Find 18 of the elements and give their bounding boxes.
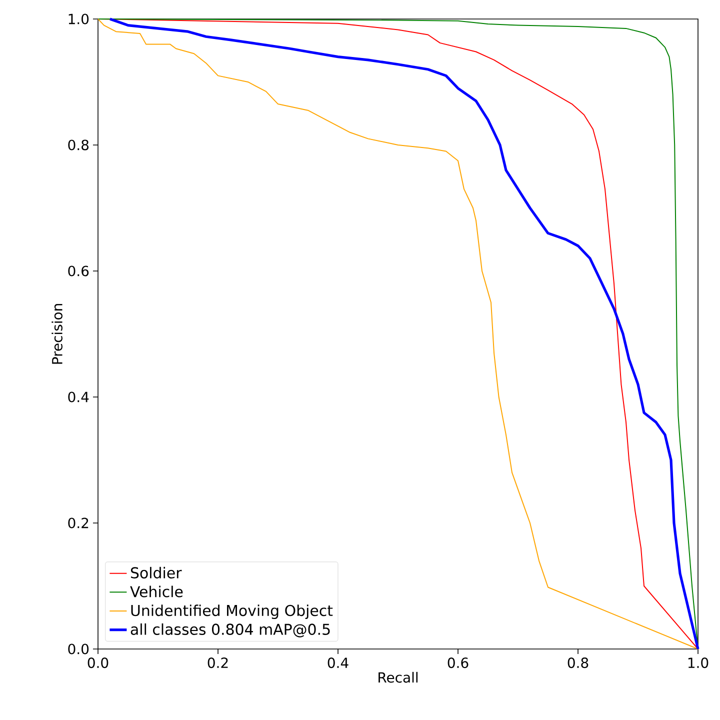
x-tick-label: 0.0: [88, 658, 108, 668]
legend-label: Soldier: [130, 566, 182, 578]
x-tick-label: 0.8: [568, 658, 588, 668]
y-tick-label: 0.6: [68, 266, 89, 276]
x-tick-label: 0.6: [448, 658, 468, 668]
y-tick-label: 1.0: [68, 14, 89, 24]
y-tick-label: 0.8: [68, 140, 89, 150]
legend-label: Unidentified Moving Object: [131, 604, 333, 620]
legend-label: all classes 0.804 mAP@0.5: [130, 623, 330, 638]
x-tick-label: 0.2: [208, 658, 228, 668]
y-tick-label: 0.0: [68, 644, 89, 654]
y-tick-label: 0.2: [68, 518, 88, 528]
legend-label: Vehicle: [130, 586, 183, 598]
x-axis-title: Recall: [378, 672, 418, 683]
x-tick-label: 0.4: [328, 658, 348, 668]
x-tick-label: 1.0: [688, 658, 708, 668]
y-axis-title: Precision: [52, 304, 62, 364]
y-tick-label: 0.4: [68, 392, 89, 402]
